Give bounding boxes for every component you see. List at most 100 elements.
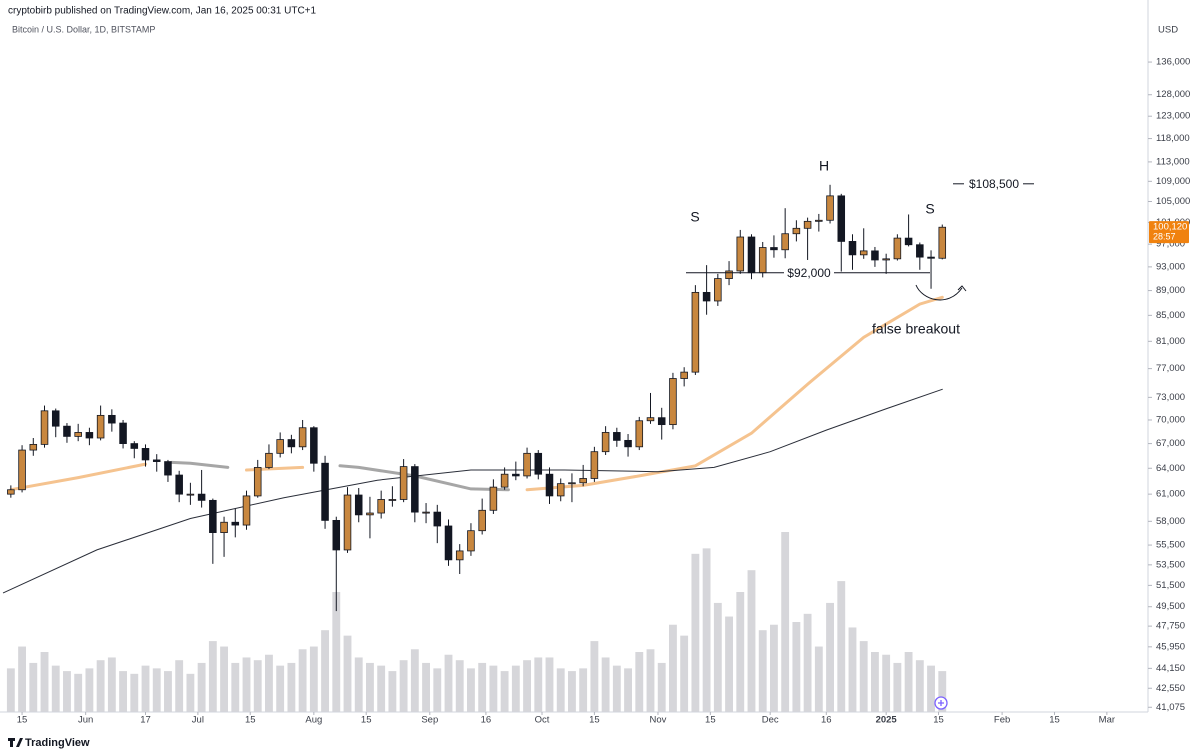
candle-body	[399, 466, 408, 500]
candle-body	[927, 256, 935, 259]
candle-body	[848, 241, 857, 256]
volume-bar	[366, 662, 374, 712]
candle-body	[455, 550, 464, 561]
candle-body	[265, 452, 273, 468]
candle-body	[63, 425, 71, 437]
volume-bar	[96, 660, 105, 712]
volume-bar	[770, 624, 778, 712]
candle-body	[411, 466, 419, 513]
volume-bar	[444, 654, 453, 712]
volume-bar	[63, 671, 71, 712]
y-tick-label: 47,750	[1156, 621, 1185, 632]
candle-body	[108, 414, 116, 424]
x-tick-label: Jul	[192, 715, 204, 726]
candle-body	[568, 482, 576, 485]
volume-bar	[938, 671, 947, 712]
y-tick-label: 118,000	[1156, 133, 1190, 144]
volume-bar	[231, 662, 240, 712]
candle-body	[747, 236, 756, 274]
candle-body	[242, 495, 251, 526]
volume-bar	[792, 622, 801, 712]
volume-bar	[388, 671, 397, 712]
candle-body	[859, 250, 868, 256]
volume-bar	[882, 654, 891, 712]
volume-bar	[220, 646, 228, 712]
y-tick-label: 97,000	[1156, 239, 1185, 250]
volume-bar	[646, 649, 655, 712]
volume-bar	[478, 662, 487, 712]
moving-average	[2, 388, 943, 594]
volume-bar	[680, 635, 689, 712]
candle-layer	[7, 184, 947, 612]
volume-bar	[624, 668, 632, 712]
volume-bar	[332, 592, 341, 712]
annotation: H	[819, 158, 829, 174]
candle-body	[96, 414, 105, 439]
candle-body	[343, 494, 352, 551]
candle-body	[736, 236, 745, 272]
y-tick-label: 67,000	[1156, 438, 1185, 449]
x-tick-label: Jun	[78, 715, 93, 726]
add-icon	[938, 700, 944, 706]
candle-body	[276, 439, 284, 454]
volume-bar	[927, 665, 935, 712]
candle-body	[40, 410, 49, 445]
candle-body	[904, 237, 913, 246]
logo-mark	[8, 738, 23, 747]
candle-body	[624, 439, 632, 448]
candle-body	[7, 489, 15, 495]
x-tick-label: 15	[245, 715, 256, 726]
x-tick-label: 15	[589, 715, 600, 726]
x-tick-label: Mar	[1099, 715, 1115, 726]
volume-bar	[433, 668, 442, 712]
volume-bar	[6, 668, 15, 712]
x-tick-label: 16	[821, 715, 832, 726]
candle-body	[310, 427, 318, 464]
candle-body	[130, 443, 139, 449]
candle-body	[646, 417, 655, 422]
x-tick-label: 15	[361, 715, 372, 726]
volume-bar	[253, 660, 262, 712]
volume-bar	[130, 673, 139, 712]
candle-body	[321, 462, 329, 521]
y-tick-label: 89,000	[1156, 285, 1185, 296]
volume-bar	[904, 652, 913, 712]
y-tick-label: 73,000	[1156, 392, 1185, 403]
countdown: 28:57	[1153, 231, 1176, 241]
candle-body	[164, 461, 172, 476]
candle-body	[669, 378, 677, 426]
volume-bar	[747, 570, 756, 712]
volume-bar	[545, 657, 554, 712]
y-tick-label: 70,000	[1156, 414, 1185, 425]
candle-body	[815, 219, 823, 222]
x-tick-label: 17	[140, 715, 151, 726]
candle-body	[657, 417, 666, 426]
candle-body	[231, 521, 240, 526]
y-tick-label: 77,000	[1156, 363, 1185, 374]
volume-bar	[107, 657, 116, 712]
y-tick-label: 51,500	[1156, 580, 1185, 591]
volume-bar	[523, 660, 531, 712]
y-tick-label: 49,500	[1156, 601, 1185, 612]
volume-bar	[410, 649, 419, 712]
candle-body	[938, 226, 947, 259]
candle-body	[725, 270, 733, 279]
volume-bar	[691, 553, 700, 712]
volume-bar	[702, 548, 711, 712]
volume-bar	[556, 668, 565, 712]
volume-bar	[175, 660, 184, 712]
candle-body	[85, 432, 94, 439]
candle-body	[332, 519, 341, 551]
volume-layer	[6, 532, 947, 712]
candle-body	[422, 511, 430, 514]
brand: TradingView	[25, 737, 90, 749]
x-tick-label: Nov	[650, 715, 667, 726]
candle-body	[691, 291, 700, 373]
volume-bar	[265, 654, 273, 712]
volume-bar	[803, 613, 812, 712]
candle-body	[388, 499, 397, 501]
volume-bar	[568, 671, 576, 712]
volume-bar	[29, 662, 38, 712]
chart-title: Bitcoin / U.S. Dollar, 1D, BITSTAMP	[12, 24, 155, 34]
